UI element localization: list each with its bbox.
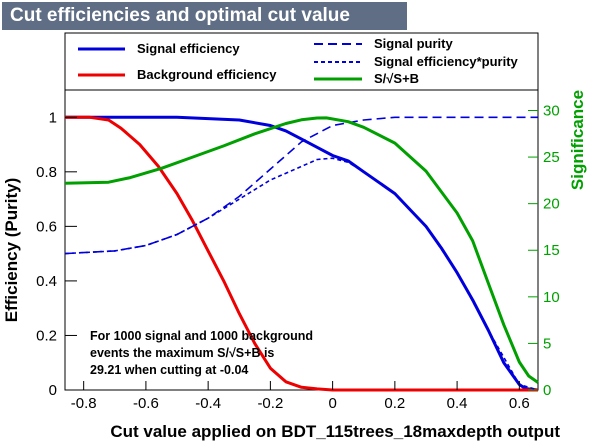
series-line-signal-purity xyxy=(64,116,538,255)
series-line-s-s-b xyxy=(64,116,539,384)
y-tick-label-1: 0.2 xyxy=(36,327,57,344)
y2-tick-label-0: 0 xyxy=(543,382,551,399)
y2-tick-label-2: 10 xyxy=(543,289,560,306)
y2-tick-label-5: 25 xyxy=(543,149,560,166)
y2-tick-label-6: 30 xyxy=(543,102,560,119)
y2-tick-label-1: 5 xyxy=(543,335,551,352)
y-tick-label-3: 0.6 xyxy=(36,218,57,235)
series-line-background-efficiency xyxy=(65,115,538,392)
y-tick-label-4: 0.8 xyxy=(36,164,57,181)
legend-label-background-efficiency: Background efficiency xyxy=(137,67,277,82)
legend-label-signal-purity: Signal purity xyxy=(374,36,454,51)
x-tick-label-2: -0.4 xyxy=(195,395,221,412)
axes-layer: -0.8 -0.6 -0.4 -0.2 0 0.2 0.4 0.6 0 0.2 0.4 0.6 0.8 1… xyxy=(36,102,560,412)
y-tick-label-0: 0 xyxy=(49,382,57,399)
x-tick-label-0: -0.8 xyxy=(71,395,97,412)
y-tick-label-5: 1 xyxy=(49,109,57,126)
x-tick-label-6: 0.4 xyxy=(447,395,468,412)
x-tick-label-7: 0.6 xyxy=(509,395,530,412)
y2-axis-label: Significance xyxy=(568,90,587,190)
legend-label-signal-efficiency: Signal efficiency xyxy=(137,41,240,56)
legend-box xyxy=(64,32,539,91)
annotation-line-3: 29.21 when cutting at -0.04 xyxy=(90,363,248,377)
x-tick-label-4: 0 xyxy=(328,395,336,412)
y2-tick-label-3: 15 xyxy=(543,242,560,259)
y-tick-label-2: 0.4 xyxy=(36,273,57,290)
legend-label-significance: S/√S+B xyxy=(374,71,419,86)
annotation-line-2: events the maximum S/√S+B is xyxy=(90,346,274,360)
legend-label-signal-efficiency-purity: Signal efficiency*purity xyxy=(374,54,519,69)
curves-layer xyxy=(64,115,539,392)
series-line-signal-efficiency-purity xyxy=(64,157,539,391)
annotation-line-1: For 1000 signal and 1000 background xyxy=(90,329,313,343)
x-tick-label-3: -0.2 xyxy=(257,395,283,412)
chart-title: Cut efficiencies and optimal cut value xyxy=(2,2,407,30)
plot-frame xyxy=(64,89,539,391)
y-axis-label: Efficiency (Purity) xyxy=(2,178,21,323)
x-tick-label-1: -0.6 xyxy=(133,395,159,412)
x-axis-label: Cut value applied on BDT_115trees_18maxd… xyxy=(110,422,560,441)
x-tick-label-5: 0.2 xyxy=(384,395,405,412)
y2-tick-label-4: 20 xyxy=(543,196,560,213)
